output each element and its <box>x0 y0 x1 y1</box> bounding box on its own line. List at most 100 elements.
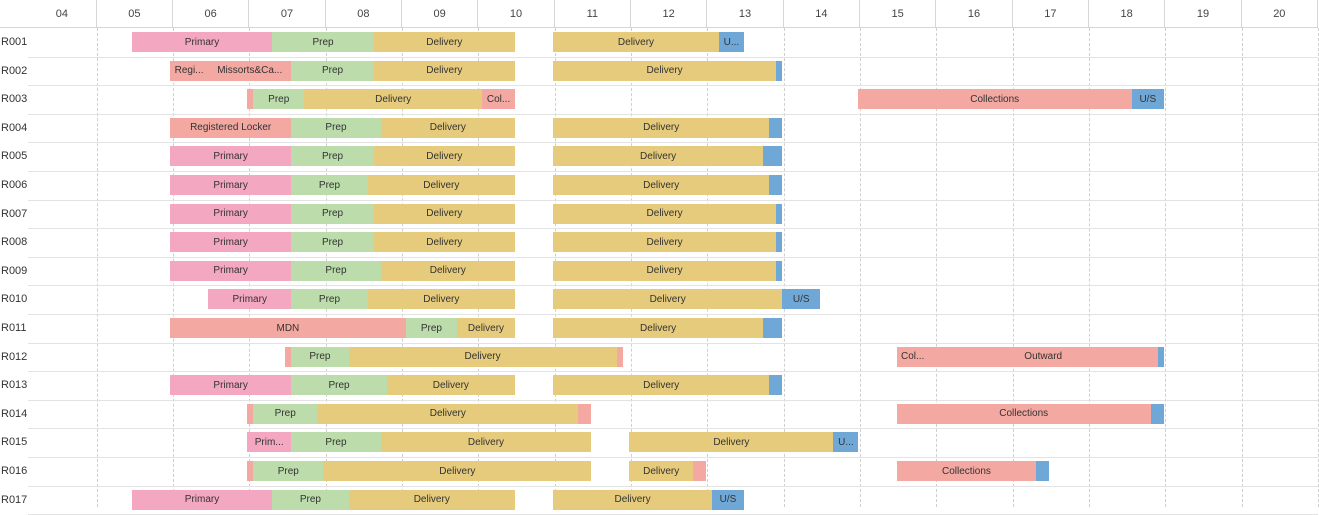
task-bar-prep[interactable]: Prep <box>405 318 457 338</box>
task-bar-unitstop[interactable] <box>776 203 783 224</box>
task-bar-prep[interactable]: Prep <box>291 289 368 310</box>
task-bar-unitstop[interactable]: U/S <box>1131 89 1164 110</box>
task-bar-salmon[interactable] <box>285 346 292 367</box>
task-bar-prep[interactable]: Prep <box>291 175 368 195</box>
task-bar-delivery[interactable]: Delivery <box>348 489 515 510</box>
task-bar-salmon[interactable]: Col... <box>482 89 515 110</box>
task-bar-primary[interactable]: Prim... <box>247 432 292 453</box>
task-bar-prep[interactable]: Prep <box>291 203 374 224</box>
task-bar-delivery[interactable]: Delivery <box>553 489 712 510</box>
task-bar-delivery[interactable]: Delivery <box>367 289 515 310</box>
task-bar-delivery[interactable]: Delivery <box>373 232 515 253</box>
task-bar-prep[interactable]: Prep <box>253 461 324 481</box>
row-divider <box>28 428 1318 430</box>
task-bar-unitstop[interactable] <box>776 232 783 253</box>
task-bar-prep[interactable]: Prep <box>291 346 349 367</box>
task-bar-salmon[interactable] <box>247 461 254 481</box>
task-bar-delivery[interactable]: Delivery <box>553 260 777 281</box>
task-bar-primary[interactable]: Primary <box>131 32 273 52</box>
task-bar-salmon[interactable]: Outward <box>928 346 1158 367</box>
task-bar-delivery[interactable]: Delivery <box>553 289 783 310</box>
task-bar-delivery[interactable]: Delivery <box>317 403 579 424</box>
task-bar-salmon[interactable] <box>247 403 254 424</box>
task-bar-delivery[interactable]: Delivery <box>629 461 693 481</box>
task-bar-salmon[interactable] <box>247 89 254 110</box>
task-bar-prep[interactable]: Prep <box>272 32 374 52</box>
task-bar-primary[interactable]: Primary <box>169 375 292 396</box>
task-bar-delivery[interactable]: Delivery <box>553 232 777 253</box>
task-bar-delivery[interactable]: Delivery <box>553 203 777 224</box>
task-bar-primary[interactable]: Primary <box>169 146 292 167</box>
task-bar-unitstop[interactable] <box>776 60 783 81</box>
task-bar-prep[interactable]: Prep <box>291 432 381 453</box>
task-bar-salmon[interactable] <box>692 461 706 481</box>
task-bar-delivery[interactable]: Delivery <box>553 375 770 396</box>
gridline <box>1012 28 1014 507</box>
task-bar-delivery[interactable]: Delivery <box>456 318 515 338</box>
task-bar-salmon[interactable]: Collections <box>857 89 1132 110</box>
task-bar-primary[interactable]: Primary <box>169 232 292 253</box>
hour-header-12: 12 <box>631 0 708 28</box>
task-bar-prep[interactable]: Prep <box>272 489 349 510</box>
task-label: Delivery <box>426 208 463 220</box>
task-bar-delivery[interactable]: Delivery <box>380 117 515 138</box>
task-bar-unitstop[interactable] <box>1036 461 1050 481</box>
task-bar-salmon[interactable]: MDN <box>169 318 406 338</box>
row-divider <box>28 485 1318 487</box>
task-bar-primary[interactable]: Primary <box>169 260 292 281</box>
task-bar-prep[interactable]: Prep <box>291 232 374 253</box>
task-bar-prep[interactable]: Prep <box>253 403 318 424</box>
task-bar-delivery[interactable]: Delivery <box>323 461 592 481</box>
task-bar-salmon[interactable] <box>616 346 624 367</box>
task-bar-delivery[interactable]: Delivery <box>373 32 515 52</box>
task-bar-unitstop[interactable] <box>769 117 783 138</box>
task-label: Collections <box>970 93 1020 105</box>
task-bar-unitstop[interactable]: U/S <box>782 289 821 310</box>
task-bar-salmon[interactable]: Missorts&Ca... <box>208 60 292 81</box>
task-bar-delivery[interactable]: Delivery <box>304 89 483 110</box>
task-label: Delivery <box>467 322 505 334</box>
task-bar-delivery[interactable]: Delivery <box>553 60 777 81</box>
task-bar-prep[interactable]: Prep <box>291 260 381 281</box>
task-bar-salmon[interactable]: Regi... <box>169 60 209 81</box>
task-bar-delivery[interactable]: Delivery <box>553 117 770 138</box>
task-bar-delivery[interactable]: Delivery <box>553 175 770 195</box>
task-bar-prep[interactable]: Prep <box>291 60 374 81</box>
task-bar-prep[interactable]: Prep <box>291 117 381 138</box>
task-bar-unitstop[interactable]: U... <box>718 32 744 52</box>
task-bar-delivery[interactable]: Delivery <box>380 260 515 281</box>
task-bar-delivery[interactable]: Delivery <box>553 146 764 167</box>
task-bar-unitstop[interactable]: U/S <box>711 489 744 510</box>
task-bar-prep[interactable]: Prep <box>291 146 374 167</box>
task-bar-unitstop[interactable] <box>763 146 783 167</box>
task-bar-unitstop[interactable] <box>1150 403 1164 424</box>
task-bar-salmon[interactable]: Registered Locker <box>169 117 292 138</box>
task-bar-delivery[interactable]: Delivery <box>373 146 515 167</box>
task-bar-delivery[interactable]: Delivery <box>380 432 592 453</box>
task-bar-salmon[interactable]: Col... <box>896 346 929 367</box>
task-bar-unitstop[interactable]: U... <box>833 432 859 453</box>
task-bar-salmon[interactable]: Collections <box>896 403 1151 424</box>
task-bar-unitstop[interactable] <box>776 260 783 281</box>
task-bar-delivery[interactable]: Delivery <box>386 375 515 396</box>
task-bar-delivery[interactable]: Delivery <box>373 60 515 81</box>
task-bar-unitstop[interactable] <box>1157 346 1164 367</box>
task-bar-delivery[interactable]: Delivery <box>348 346 617 367</box>
task-bar-unitstop[interactable] <box>769 175 783 195</box>
task-bar-delivery[interactable]: Delivery <box>373 203 515 224</box>
task-bar-delivery[interactable]: Delivery <box>367 175 515 195</box>
task-bar-salmon[interactable]: Collections <box>896 461 1037 481</box>
task-bar-unitstop[interactable] <box>769 375 783 396</box>
task-bar-delivery[interactable]: Delivery <box>629 432 834 453</box>
task-bar-prep[interactable]: Prep <box>253 89 305 110</box>
task-bar-delivery[interactable]: Delivery <box>553 32 719 52</box>
task-bar-salmon[interactable] <box>578 403 592 424</box>
task-bar-prep[interactable]: Prep <box>291 375 387 396</box>
task-bar-primary[interactable]: Primary <box>131 489 273 510</box>
task-bar-primary[interactable]: Primary <box>169 203 292 224</box>
task-bar-unitstop[interactable] <box>763 318 783 338</box>
task-bar-delivery[interactable]: Delivery <box>553 318 764 338</box>
task-bar-primary[interactable]: Primary <box>208 289 292 310</box>
task-bar-primary[interactable]: Primary <box>169 175 292 195</box>
